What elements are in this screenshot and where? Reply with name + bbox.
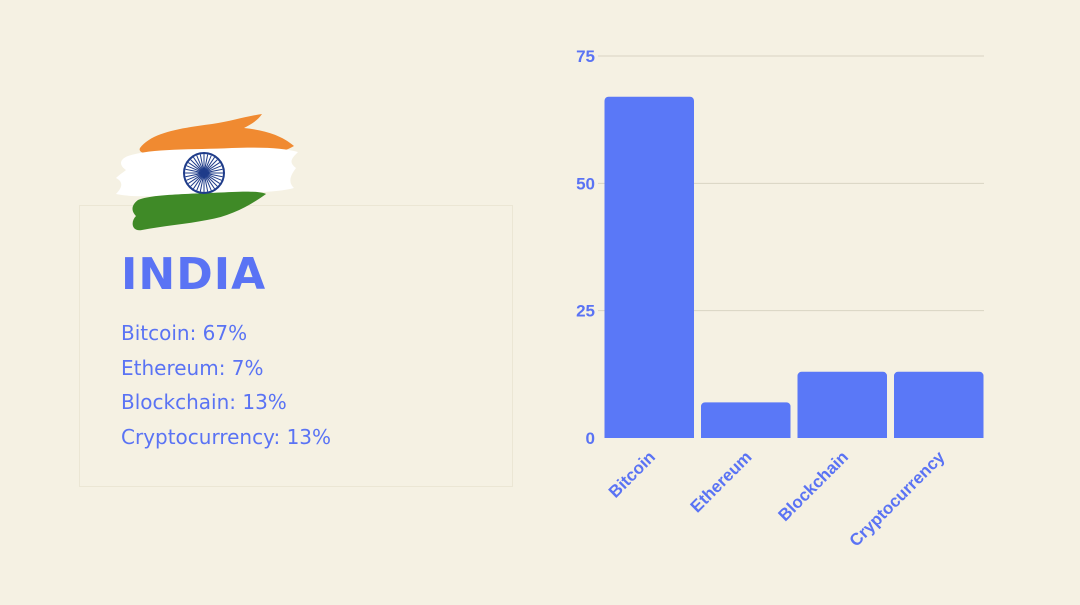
bar-base-blockchain (797, 434, 887, 438)
bar-base-bitcoin (604, 434, 694, 438)
stats-list: Bitcoin: 67% Ethereum: 7% Blockchain: 13… (121, 316, 331, 454)
x-tick-label: Ethereum (687, 447, 756, 516)
stat-blockchain: Blockchain: 13% (121, 390, 287, 414)
bar-base-cryptocurrency (894, 434, 984, 438)
x-tick-label: Bitcoin (605, 447, 659, 501)
y-tick-label: 75 (576, 47, 595, 66)
india-flag-icon (112, 108, 302, 233)
bar-cryptocurrency (894, 371, 984, 438)
y-tick-label: 25 (576, 302, 595, 321)
stat-bitcoin: Bitcoin: 67% (121, 321, 248, 345)
x-tick-label: Cryptocurrency (846, 447, 949, 550)
stat-cryptocurrency: Cryptocurrency: 13% (121, 424, 332, 449)
bar-ethereum (701, 402, 791, 438)
bar-bitcoin (604, 96, 694, 438)
bar-chart: 0 25 50 75 Bitcoin Ethereum Blockchain Cryptocu… (540, 30, 1060, 590)
y-tick-label: 0 (586, 429, 595, 448)
bar-chart-svg: 0 25 50 75 Bitcoin Ethereum BlockchainCryptocu… (576, 47, 984, 550)
y-tick-label: 50 (576, 174, 595, 193)
country-name: INDIA (121, 249, 267, 300)
stat-ethereum: Ethereum: 7% (121, 355, 264, 380)
bar-blockchain (797, 371, 887, 438)
india-flag-brushstroke-icon (116, 114, 298, 231)
bar-base-ethereum (701, 434, 791, 438)
info-card (79, 205, 513, 487)
x-tick-label: Blockchain (775, 447, 853, 525)
